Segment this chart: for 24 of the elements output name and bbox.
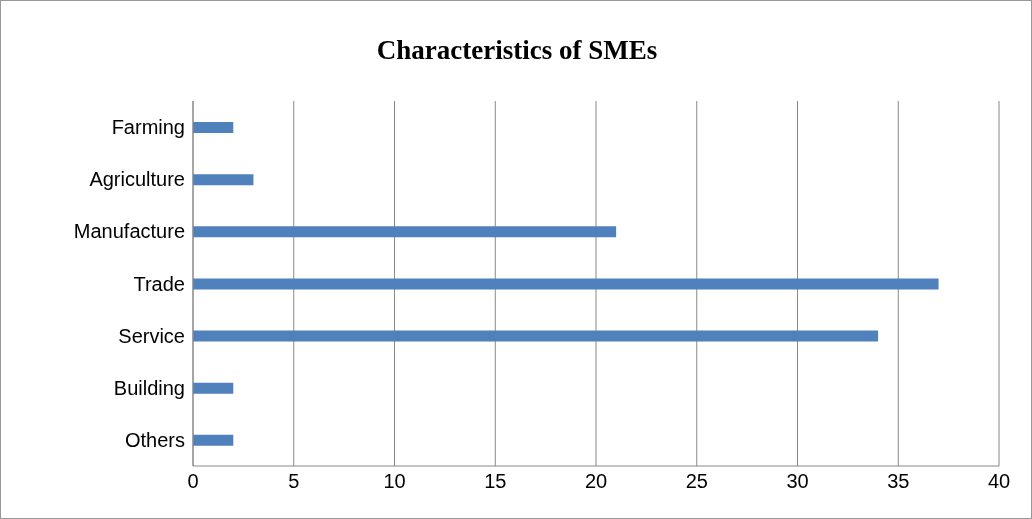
x-tick-label: 10: [383, 470, 406, 493]
x-tick-label: 5: [288, 470, 300, 493]
y-tick-label: Agriculture: [89, 168, 185, 191]
y-tick-label: Trade: [133, 272, 185, 295]
bar: [193, 174, 254, 186]
x-tick-label: 25: [685, 470, 708, 493]
y-tick-label: Building: [113, 376, 185, 399]
bar: [193, 330, 879, 342]
bar: [193, 434, 234, 446]
x-tick-label: 20: [584, 470, 608, 493]
y-tick-label: Manufacture: [73, 220, 185, 243]
bar: [193, 382, 234, 394]
bar: [193, 278, 939, 290]
x-tick-label: 35: [887, 470, 910, 493]
x-tick-label: 30: [786, 470, 809, 493]
bar: [193, 226, 617, 238]
chart-title: Characteristics of SMEs: [375, 35, 659, 66]
y-tick-label: Others: [124, 429, 185, 452]
y-tick-label: Service: [118, 324, 185, 347]
x-tick-label: 40: [987, 470, 1011, 493]
y-tick-label: Farming: [111, 116, 185, 139]
bar: [193, 122, 234, 133]
x-tick-label: 0: [187, 470, 199, 493]
x-tick-label: 15: [484, 470, 507, 493]
